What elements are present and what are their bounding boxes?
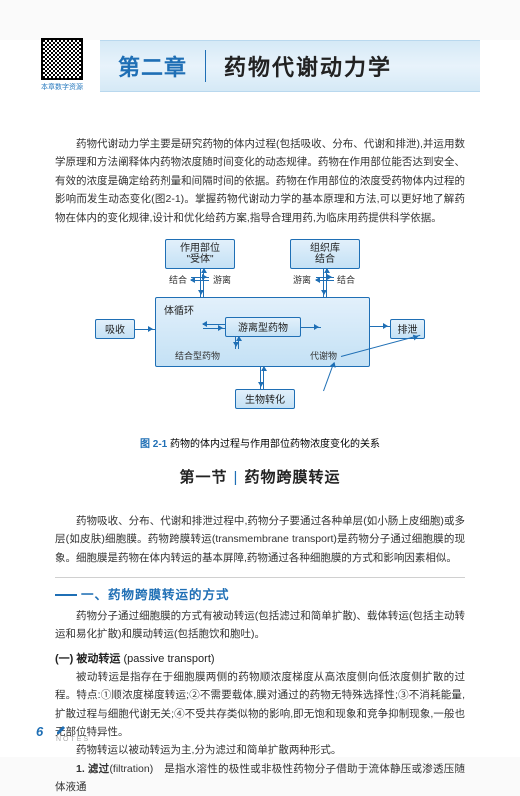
subsub-1-cn: (一) 被动转运 [55, 653, 120, 665]
diag-free-left: 游离 [213, 273, 231, 286]
pencil-icon [56, 725, 66, 735]
qr-label: 本章数字资源 [38, 82, 86, 92]
item-1-num: 1. 滤过 [76, 763, 109, 775]
chapter-title: 药物代谢动力学 [206, 50, 392, 82]
item-1: 1. 滤过(filtration) 是指水溶性的极性或非极性药物分子借助于流体静… [55, 760, 465, 796]
figure-caption: 图 2-1 药物的体内过程与作用部位药物浓度变化的关系 [0, 435, 520, 450]
diag-free-right: 游离 [293, 273, 311, 286]
section-title: 药物跨膜转运 [244, 469, 340, 486]
diag-bind-left: 结合 [169, 273, 187, 286]
diag-bound-drug: 结合型药物 [175, 349, 220, 362]
section-number: 第一节 [180, 469, 228, 486]
diag-tissue-box: 组织库结合 [290, 239, 360, 269]
chapter-header: 第二章 药物代谢动力学 [100, 40, 480, 92]
diag-free-drug: 游离型药物 [225, 317, 301, 337]
paragraph-4: 被动转运是指存在于细胞膜两侧的药物顺浓度梯度从高浓度侧向低浓度侧扩散的过程。特点… [55, 668, 465, 742]
subsub-1-en: (passive transport) [123, 653, 214, 665]
section-heading: 第一节|药物跨膜转运 [0, 466, 520, 487]
notes-label: NOTES [56, 736, 90, 743]
diag-absorb: 吸收 [95, 319, 135, 339]
subheading-1-text: 一、药物跨膜转运的方式 [81, 588, 230, 602]
diag-receptor-box: 作用部位"受体" [165, 239, 235, 269]
intro-paragraph: 药物代谢动力学主要是研究药物的体内过程(包括吸收、分布、代谢和排泄),并运用数学… [55, 135, 465, 227]
figure-2-1: 作用部位"受体" 组织库结合 结合 游离 游离 结合 体循环 游离型药物 结合型… [95, 239, 425, 427]
subsub-1: (一) 被动转运 (passive transport) [55, 650, 465, 666]
paragraph-2: 药物吸收、分布、代谢和排泄过程中,药物分子要通过各种单层(如小肠上皮细胞)或多层… [55, 512, 465, 567]
diag-biotrans: 生物转化 [235, 389, 295, 409]
paragraph-5: 药物转运以被动转运为主,分为滤过和简单扩散两种形式。 [55, 741, 465, 759]
figure-title: 药物的体内过程与作用部位药物浓度变化的关系 [170, 439, 380, 450]
chapter-number: 第二章 [100, 50, 206, 82]
figure-number: 图 2-1 [140, 439, 167, 450]
qr-code [41, 38, 83, 80]
diag-metabolite: 代谢物 [310, 349, 337, 362]
diag-bind-right: 结合 [337, 273, 355, 286]
qr-block: 本章数字资源 [38, 38, 86, 92]
paragraph-3: 药物分子通过细胞膜的方式有被动转运(包括滤过和简单扩散)、载体转运(包括主动转运… [55, 607, 465, 644]
item-1-en: (filtration) [109, 763, 153, 775]
page-number: 6 [36, 724, 43, 739]
subheading-1: 一、药物跨膜转运的方式 [55, 577, 465, 603]
diag-circ-label: 体循环 [164, 302, 194, 317]
